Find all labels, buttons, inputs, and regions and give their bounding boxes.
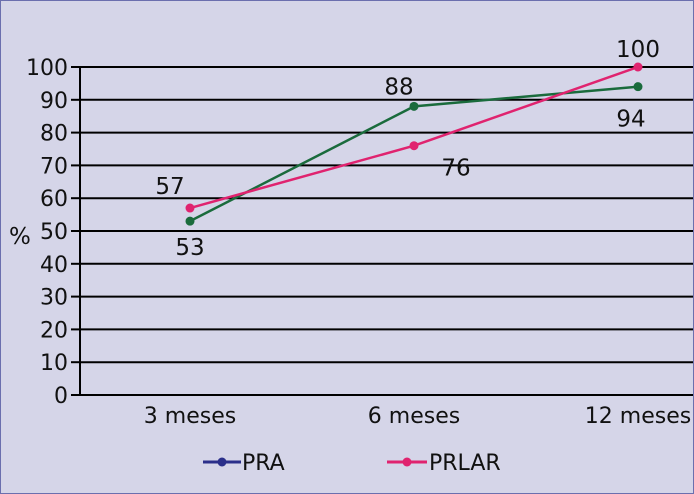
- data-point-PRLAR-2: [633, 62, 643, 72]
- legend-label-PRLAR: PRLAR: [429, 451, 501, 476]
- legend-label-PRA: PRA: [242, 451, 285, 476]
- data-point-PRA-0: [185, 216, 195, 226]
- x-tick-label-2: 12 meses: [585, 404, 691, 429]
- data-point-PRLAR-1: [409, 141, 419, 151]
- y-tick-label-20: 20: [40, 318, 68, 343]
- y-tick-label-30: 30: [40, 286, 68, 311]
- data-point-PRA-2: [633, 82, 643, 92]
- x-tick-label-0: 3 meses: [144, 404, 236, 429]
- x-tick-label-1: 6 meses: [368, 404, 460, 429]
- y-tick-label-100: 100: [26, 56, 68, 81]
- data-label-PRA-1: 88: [384, 74, 413, 100]
- legend-marker-PRLAR: [402, 457, 412, 467]
- data-point-PRLAR-0: [185, 203, 195, 213]
- y-tick-label-50: 50: [40, 220, 68, 245]
- y-tick-label-0: 0: [54, 384, 68, 409]
- y-tick-label-70: 70: [40, 154, 68, 179]
- y-tick-label-60: 60: [40, 187, 68, 212]
- y-tick-label-40: 40: [40, 253, 68, 278]
- data-label-PRA-0: 53: [175, 235, 204, 261]
- y-tick-label-10: 10: [40, 351, 68, 376]
- legend-marker-PRA: [217, 457, 227, 467]
- y-tick-label-80: 80: [40, 122, 68, 147]
- data-point-PRA-1: [409, 101, 419, 111]
- y-tick-label-90: 90: [40, 89, 68, 114]
- data-label-PRLAR-2: 100: [616, 37, 660, 63]
- y-axis-label: %: [9, 224, 31, 250]
- data-label-PRA-2: 94: [616, 107, 645, 133]
- data-label-PRLAR-0: 57: [155, 174, 184, 200]
- data-label-PRLAR-1: 76: [441, 156, 470, 182]
